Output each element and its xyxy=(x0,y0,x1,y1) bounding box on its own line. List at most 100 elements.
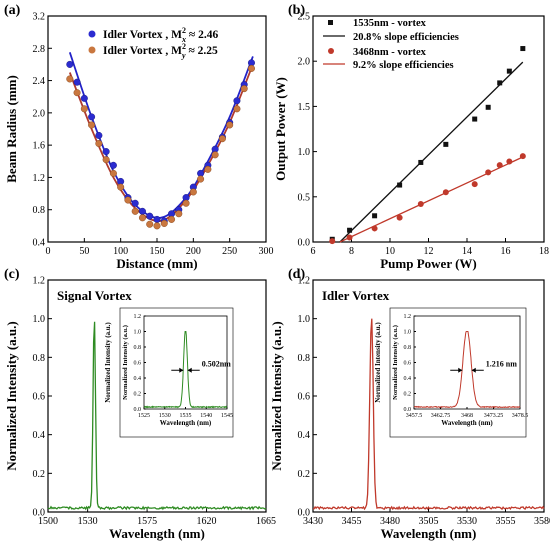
fwhm-label: 0.502nm xyxy=(202,359,231,368)
x-axis-label: Pump Power (W) xyxy=(380,256,477,271)
data-point xyxy=(117,183,125,191)
x-axis-label: Wavelength (nm) xyxy=(109,526,205,541)
y-tick-label: 0.4 xyxy=(404,376,412,382)
data-point xyxy=(211,151,219,159)
legend-marker xyxy=(328,20,333,25)
y-tick-label: 0.4 xyxy=(134,376,142,382)
y-axis-label: Normalized Intensity (a.u.) xyxy=(269,321,284,471)
x-tick-label: 18 xyxy=(539,246,549,257)
x-tick-label: 1530 xyxy=(78,516,98,527)
panel-label-a: (a) xyxy=(4,3,21,18)
fwhm-label: 1.216 nm xyxy=(486,359,517,368)
legend-entry: 20.8% slope efficiencies xyxy=(353,32,459,43)
y-axis-label: Normalized Intensity (a.u.) xyxy=(104,322,112,403)
data-point xyxy=(346,234,353,241)
data-point xyxy=(88,113,96,121)
data-point xyxy=(197,175,205,183)
y-axis-label: Normalized Intensity (a.u.) xyxy=(4,321,19,471)
inset-spectrum xyxy=(143,331,228,409)
data-point xyxy=(520,46,526,52)
data-point xyxy=(109,161,117,169)
legend-sub: y xyxy=(181,51,186,60)
data-point xyxy=(131,207,139,215)
data-point xyxy=(102,156,110,164)
data-point xyxy=(80,94,88,102)
y-axis-label: Normalized Intensity (a.u.) xyxy=(374,322,382,403)
data-point xyxy=(102,148,110,156)
inset-c: 1525 1530 1535 1540 1545 0.0 0.2 0.4 0.6 0.8 1.0 1.… xyxy=(104,307,234,438)
y-tick-label: 2.8 xyxy=(33,44,46,55)
y-tick-label: 0.2 xyxy=(404,392,412,398)
x-tick-label: 3480 xyxy=(380,516,400,527)
data-point xyxy=(131,199,139,207)
y-tick-label: 0.0 xyxy=(404,407,412,413)
data-point xyxy=(182,199,190,207)
y-tick-label: 1.0 xyxy=(298,314,311,325)
x-tick-label: 3468 xyxy=(461,413,473,419)
y-tick-label: 0.4 xyxy=(298,430,311,441)
y-tick-label: 0.0 xyxy=(298,238,311,249)
annotation: Signal Vortex xyxy=(57,288,132,303)
x-tick-label: 3473.25 xyxy=(484,413,504,419)
fwhm-arrow-head xyxy=(179,367,184,373)
y-tick-label: 1.2 xyxy=(33,173,46,184)
data-point xyxy=(347,227,353,233)
data-point xyxy=(442,189,449,196)
x-tick-label: 3430 xyxy=(303,516,323,527)
legend-sub: x xyxy=(181,35,186,44)
y-tick-label: 1.0 xyxy=(33,314,46,325)
y-tick-label: 2.0 xyxy=(33,108,46,119)
y-tick-label: 0.6 xyxy=(134,361,142,367)
inset-frame xyxy=(119,307,234,438)
legend-marker xyxy=(88,30,96,38)
inset-y-label: Normalized Intensity (a.u.) xyxy=(122,325,129,400)
y-tick-label: 0.8 xyxy=(404,345,412,351)
fit-line xyxy=(339,61,524,243)
data-point xyxy=(371,225,378,232)
y-tick-label: 1.0 xyxy=(298,147,311,158)
inset-d: 3457.5 3462.75 3468 3473.25 3478.5 0.0 0.2 0.4 0… xyxy=(374,307,528,438)
data-point xyxy=(218,135,226,143)
legend-text: Idler Vortex , M xyxy=(103,29,182,41)
data-point xyxy=(472,116,478,122)
y-tick-label: 0.6 xyxy=(33,392,46,403)
fit-line xyxy=(339,156,524,243)
x-tick-label: 8 xyxy=(349,246,354,257)
x-tick-label: 100 xyxy=(113,246,128,257)
y-tick-label: 1.2 xyxy=(134,314,142,320)
data-point xyxy=(506,158,513,165)
y-tick-label: 1.0 xyxy=(404,330,412,336)
legend-entry: 9.2% slope efficiencies xyxy=(353,60,454,71)
y-tick-label: 0.2 xyxy=(298,469,311,480)
x-tick-label: 3530 xyxy=(457,516,477,527)
data-point xyxy=(138,214,146,222)
x-tick-label: 1535 xyxy=(180,413,192,419)
series-circle xyxy=(329,153,526,245)
legend-entry: Idler Vortex , M2 y ≈ 2.25 xyxy=(103,42,218,60)
data-point xyxy=(396,214,403,221)
fwhm-arrow-head xyxy=(187,367,192,373)
annotation: Idler Vortex xyxy=(322,288,390,303)
spectrum-line xyxy=(47,321,267,511)
series-2 xyxy=(66,64,255,230)
inset-frame xyxy=(389,307,527,438)
x-tick-label: 250 xyxy=(222,246,237,257)
y-axis-label: Beam Radius (mm) xyxy=(4,75,19,183)
data-point xyxy=(153,215,161,223)
fit-curve xyxy=(68,52,254,219)
x-tick-label: 1620 xyxy=(197,516,217,527)
legend-marker xyxy=(328,48,334,54)
x-tick-label: 300 xyxy=(259,246,274,257)
data-point xyxy=(146,212,154,220)
x-tick-label: 1500 xyxy=(38,516,58,527)
y-tick-label: 2.5 xyxy=(298,12,311,23)
data-point xyxy=(109,169,117,177)
data-point xyxy=(329,238,336,245)
x-tick-label: 6 xyxy=(311,246,316,257)
data-point xyxy=(153,222,161,230)
data-point xyxy=(124,196,132,204)
y-tick-label: 1.2 xyxy=(404,314,412,320)
x-tick-label: 3455 xyxy=(342,516,362,527)
axes-frame xyxy=(312,15,545,243)
